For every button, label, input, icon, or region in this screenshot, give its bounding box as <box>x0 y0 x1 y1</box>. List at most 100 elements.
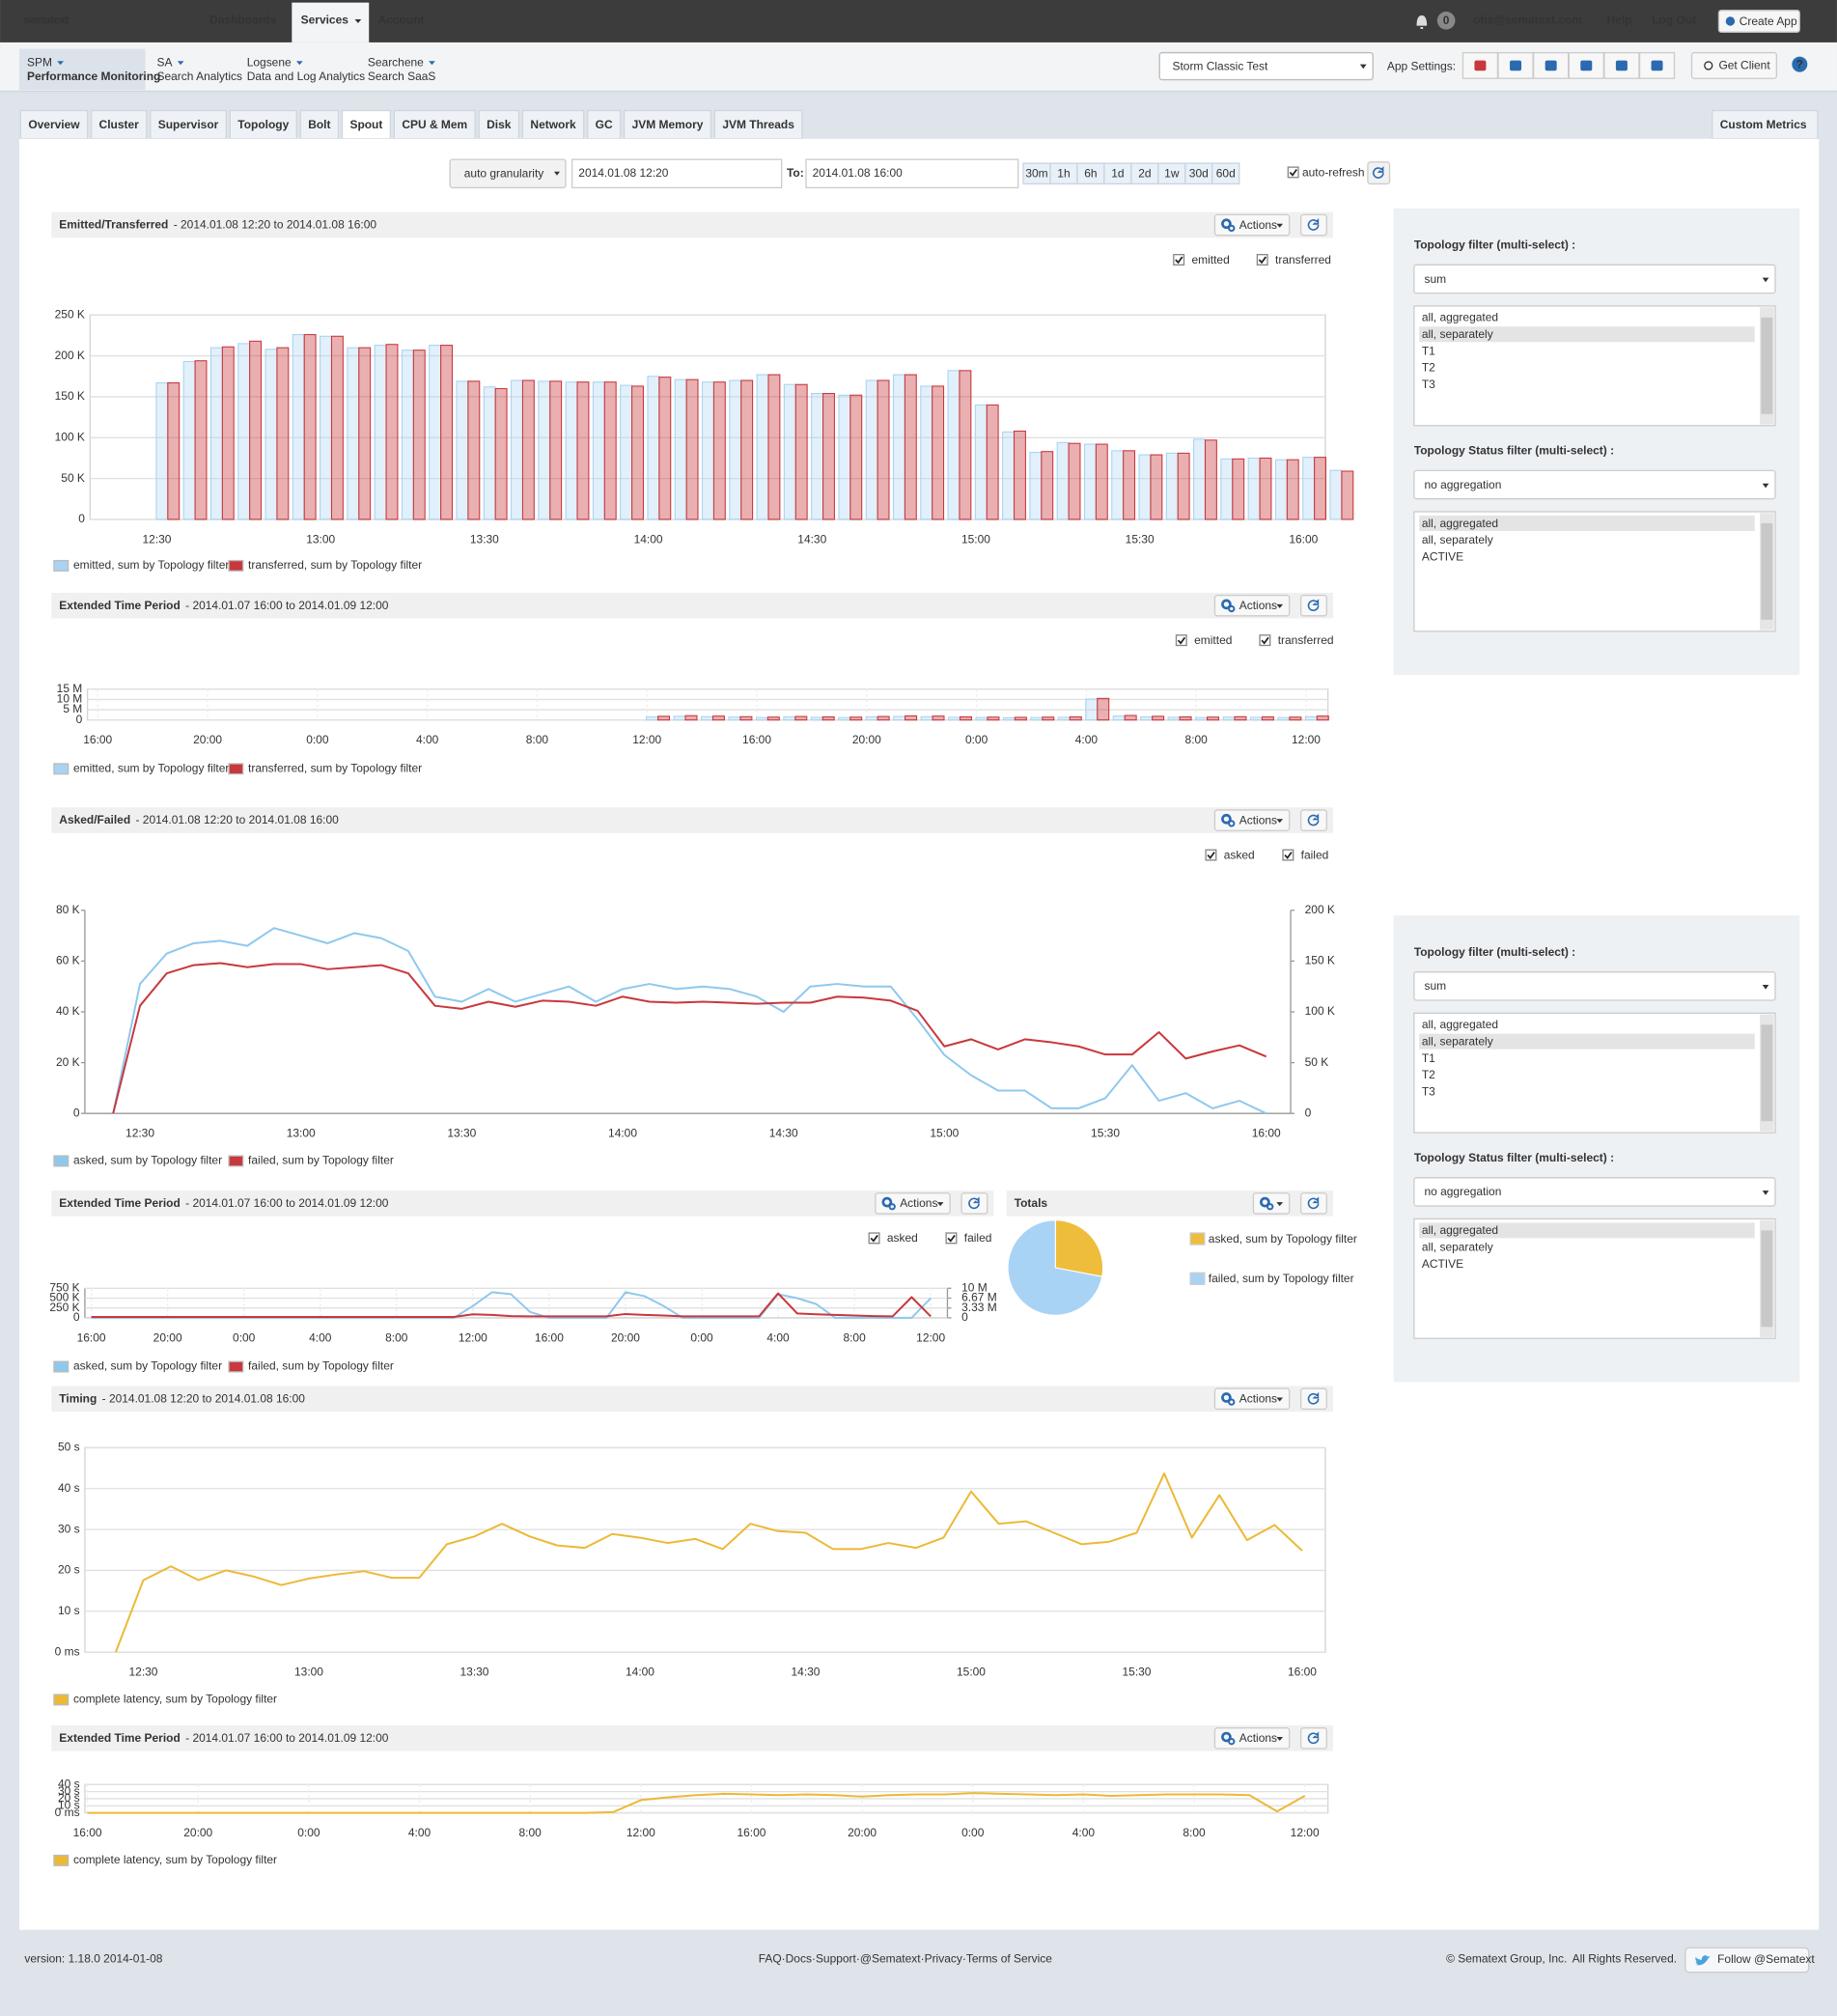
tab-label[interactable]: Supervisor <box>158 118 219 131</box>
filter-option[interactable]: all, aggregated <box>1422 1018 1498 1031</box>
tab-label[interactable]: Network <box>530 118 576 131</box>
tab[interactable] <box>150 109 227 140</box>
legend-label[interactable]: complete latency, sum by Topology filter <box>73 1693 277 1706</box>
tab[interactable] <box>229 109 297 140</box>
checkbox[interactable] <box>1173 253 1185 266</box>
filter-option[interactable]: T1 <box>1422 344 1435 357</box>
tab-label[interactable]: Bolt <box>308 118 330 131</box>
help-icon[interactable] <box>1792 56 1808 72</box>
range-button[interactable] <box>1211 162 1240 185</box>
product-name[interactable]: Searchene <box>368 55 424 69</box>
filter-option[interactable]: ACTIVE <box>1422 549 1463 563</box>
actions-label[interactable]: Actions <box>900 1196 937 1210</box>
product-name[interactable]: SPM <box>27 55 52 69</box>
granularity-button[interactable] <box>449 158 567 189</box>
filter-option[interactable]: T2 <box>1422 361 1435 375</box>
actions-label[interactable]: Actions <box>1239 218 1277 232</box>
filter-option[interactable]: T3 <box>1422 1084 1435 1098</box>
tab-label[interactable]: JVM Threads <box>722 118 794 131</box>
checkbox[interactable] <box>1259 634 1271 647</box>
series-toggle-label[interactable]: asked <box>1224 848 1255 861</box>
actions-label[interactable]: Actions <box>1239 1392 1277 1406</box>
checkbox[interactable] <box>868 1232 880 1245</box>
refresh-button[interactable] <box>1299 809 1327 831</box>
footer-link[interactable]: Terms of Service <box>966 1952 1052 1966</box>
tab-label[interactable]: JVM Memory <box>632 118 704 131</box>
checkbox[interactable] <box>945 1232 958 1245</box>
range-label[interactable]: 1w <box>1164 167 1180 181</box>
checkbox[interactable] <box>1256 253 1268 266</box>
legend-label[interactable]: transferred, sum by Topology filter <box>248 558 422 572</box>
checkbox[interactable] <box>1175 634 1187 647</box>
series-toggle-label[interactable]: failed <box>964 1231 992 1245</box>
actions-label[interactable]: Actions <box>1239 1731 1277 1745</box>
actions-label[interactable]: Actions <box>1239 599 1277 612</box>
filter-select[interactable] <box>1413 971 1776 1001</box>
filter-option[interactable]: all, aggregated <box>1422 311 1498 324</box>
tab-label[interactable]: Cluster <box>99 118 140 131</box>
filter-option[interactable]: all, aggregated <box>1422 1223 1498 1237</box>
bell-icon[interactable] <box>1416 14 1428 29</box>
tab-label[interactable]: GC <box>596 118 613 131</box>
filter-list[interactable] <box>1413 1012 1776 1134</box>
follow-button[interactable] <box>1684 1946 1810 1974</box>
legend-label[interactable]: asked, sum by Topology filter <box>73 1154 222 1167</box>
legend-label[interactable]: failed, sum by Topology filter <box>248 1359 394 1373</box>
refresh-button[interactable] <box>1299 594 1327 617</box>
refresh-button[interactable] <box>1299 213 1327 237</box>
create-app-label[interactable]: Create App <box>1740 14 1797 28</box>
nav-item[interactable]: Account <box>378 13 425 26</box>
footer-link[interactable]: @Sematext <box>860 1952 921 1966</box>
range-label[interactable]: 30m <box>1025 167 1047 181</box>
filter-option[interactable]: all, separately <box>1422 533 1493 546</box>
refresh-button[interactable] <box>960 1192 988 1215</box>
tab-label[interactable]: Spout <box>349 118 382 131</box>
range-label[interactable]: 2d <box>1138 167 1151 181</box>
range-label[interactable]: 60d <box>1216 167 1236 181</box>
footer-link[interactable]: FAQ <box>759 1952 782 1966</box>
range-label[interactable]: 1d <box>1111 167 1124 181</box>
user-email[interactable]: otis@sematext.com <box>1473 13 1582 26</box>
range-label[interactable]: 6h <box>1084 167 1097 181</box>
series-toggle-label[interactable]: transferred <box>1278 633 1334 647</box>
filter-option[interactable]: all, separately <box>1422 1241 1493 1254</box>
to-input[interactable] <box>805 158 1019 189</box>
tab-label[interactable]: Topology <box>237 118 289 131</box>
legend-label[interactable]: asked, sum by Topology filter <box>73 1359 222 1373</box>
filter-option[interactable]: T2 <box>1422 1068 1435 1081</box>
app-select[interactable] <box>1158 51 1374 81</box>
refresh-button[interactable] <box>1367 161 1391 185</box>
series-toggle-label[interactable]: emitted <box>1194 633 1232 647</box>
checkbox[interactable] <box>1282 849 1294 861</box>
range-label[interactable]: 30d <box>1189 167 1209 181</box>
get-client-button[interactable] <box>1690 51 1778 79</box>
tab-label[interactable]: Custom Metrics <box>1720 118 1807 131</box>
create-app-button[interactable] <box>1717 9 1801 33</box>
tab[interactable] <box>299 109 340 140</box>
logout-link[interactable]: Log Out <box>1652 13 1696 26</box>
tab[interactable] <box>341 109 392 140</box>
legend-label[interactable]: complete latency, sum by Topology filter <box>73 1853 277 1866</box>
refresh-button[interactable] <box>1299 1387 1327 1411</box>
series-toggle-label[interactable]: failed <box>1301 848 1329 861</box>
filter-list[interactable] <box>1413 511 1776 632</box>
footer-link[interactable]: Support <box>816 1952 857 1966</box>
product-name[interactable]: Logsene <box>247 55 292 69</box>
filter-select[interactable] <box>1413 469 1776 500</box>
refresh-button[interactable] <box>1299 1192 1327 1215</box>
footer-link[interactable]: Docs <box>786 1952 812 1966</box>
help-link[interactable]: Help <box>1607 13 1632 26</box>
product-name[interactable]: SA <box>157 55 173 69</box>
series-toggle-label[interactable]: asked <box>887 1231 918 1245</box>
tab[interactable] <box>90 109 148 140</box>
legend-label[interactable]: transferred, sum by Topology filter <box>248 761 422 774</box>
tab-label[interactable]: Disk <box>487 118 512 131</box>
filter-select[interactable] <box>1413 264 1776 294</box>
filter-option[interactable]: T3 <box>1422 378 1435 391</box>
filter-select[interactable] <box>1413 1177 1776 1207</box>
legend-label[interactable]: emitted, sum by Topology filter <box>73 558 229 572</box>
range-label[interactable]: 1h <box>1057 167 1070 181</box>
filter-list[interactable] <box>1413 305 1776 427</box>
series-toggle-label[interactable]: transferred <box>1275 253 1331 266</box>
tab[interactable] <box>19 109 89 140</box>
